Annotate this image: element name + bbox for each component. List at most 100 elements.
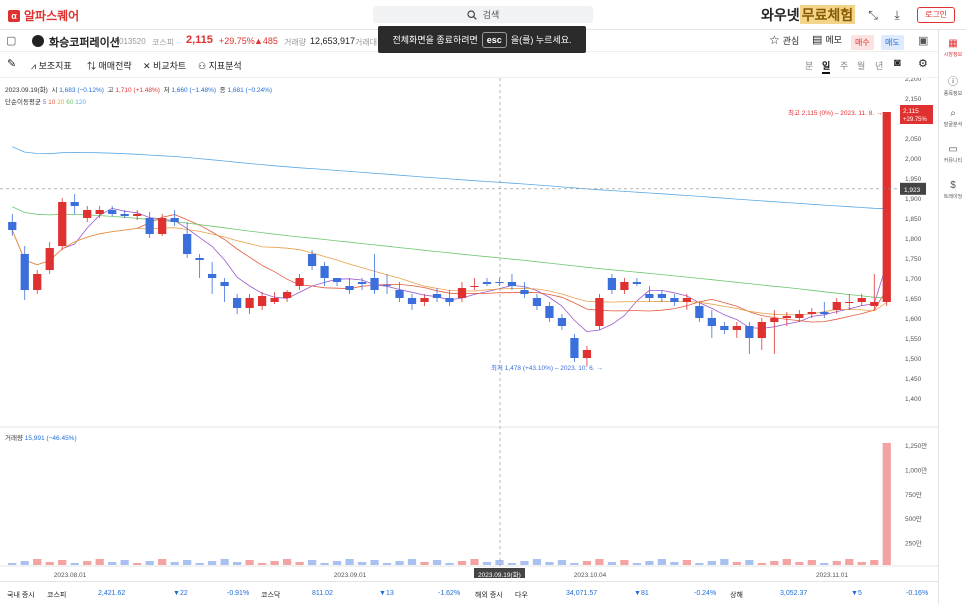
strategy-button[interactable]: ⇅ 매매전략 (87, 59, 132, 72)
volume-bar (770, 561, 779, 565)
toast-text-post: 을(를) 누르세요. (510, 35, 572, 45)
y-tick-label: 1,450 (905, 376, 922, 383)
low-annotation: 최저 1,478 (+43.10%) – 2023. 10. 6. → (491, 363, 603, 372)
index-name[interactable]: 코스닥 (261, 592, 281, 599)
volume-bar (482, 562, 492, 565)
candle-body (657, 294, 667, 298)
indicators-button[interactable]: ⩘ 보조지표 (31, 59, 72, 72)
volume-legend-value: 15,991 (−46.45%) (24, 435, 77, 442)
promo-banner[interactable]: 와우넷 무료체험 (761, 5, 856, 24)
candle-body (770, 318, 779, 322)
candle-body (457, 288, 467, 298)
alphasquare-logo-icon: α (8, 9, 20, 22)
info-icon: ⓘ (948, 77, 958, 88)
sell-button[interactable]: 매도 (881, 35, 904, 50)
sidebar-item-trading[interactable]: $ 트레이딩 (939, 180, 966, 200)
panel-toggle-icon[interactable]: ▣ (918, 35, 929, 47)
volume-bar (432, 560, 442, 565)
period-month[interactable]: 월 (857, 61, 866, 71)
settings-gear-icon[interactable]: ⚙ (918, 58, 928, 70)
volume-bar (83, 561, 92, 565)
fullscreen-exit-icon[interactable]: ⤡ (868, 8, 878, 22)
ma10-label: 10 (48, 99, 56, 106)
current-price-tag (900, 105, 933, 124)
volume-bar (557, 560, 567, 565)
ohlc-open: 1,683 (−0.12%) (59, 87, 104, 94)
candle-body (170, 218, 179, 222)
watch-button[interactable]: ☆ 관심 (769, 33, 799, 47)
volume-bar (70, 563, 79, 565)
volume-bar (757, 563, 766, 565)
analysis-button[interactable]: ⚇ 지표분석 (198, 59, 242, 72)
volume-bar (295, 562, 304, 565)
candle-body (807, 312, 816, 314)
candle-body (720, 326, 729, 330)
volume-bar (382, 563, 392, 565)
period-day[interactable]: 일 (822, 59, 831, 74)
stock-name[interactable]: 화승코퍼레이션 (49, 37, 120, 49)
sidebar-toggle-icon[interactable]: ▢ (6, 35, 17, 47)
candle-body (545, 306, 554, 318)
volume-bar (170, 562, 179, 565)
candle-body (595, 298, 604, 326)
sidebar-item-stock-info[interactable]: ⓘ 종목정보 (939, 73, 966, 97)
sidebar-item-label: 트레이딩 (943, 194, 963, 200)
memo-label: 메모 (825, 35, 842, 45)
volume-bar (745, 560, 754, 565)
memo-button[interactable]: ▤ 메모 (812, 33, 842, 46)
volume-bar (782, 559, 791, 565)
volume-bar (145, 561, 154, 565)
volume-bar (245, 560, 254, 565)
search-icon: ⌕ (950, 108, 956, 119)
brand[interactable]: α 알파스퀘어 (8, 7, 79, 24)
buy-button[interactable]: 매수 (851, 35, 874, 50)
x-tick-label: 2023.08.01 (54, 572, 87, 578)
ma60-label: 60 (66, 99, 74, 106)
stock-change-pct: +29.75% (219, 36, 255, 46)
volume-bar (232, 562, 242, 565)
index-name[interactable]: 다우 (515, 592, 528, 599)
volume-bar (657, 559, 667, 565)
candle-body (395, 290, 404, 298)
compare-button[interactable]: ✕ 비교차트 (143, 59, 186, 72)
y-tick-label: 1,900 (905, 196, 922, 203)
index-name[interactable]: 상해 (730, 592, 743, 599)
sidebar-item-discovery[interactable]: ⌕ 발굴분석 (939, 108, 966, 128)
login-button[interactable]: 로그인 (917, 7, 955, 23)
search-input[interactable]: 검색 (373, 6, 593, 23)
y-tick-label: 1,650 (905, 296, 922, 303)
period-year[interactable]: 년 (875, 61, 884, 71)
volume-tick-label: 1,000만 (905, 465, 927, 474)
volume-bar (307, 560, 317, 565)
candle-body (845, 302, 854, 303)
sidebar-item-community[interactable]: ▭ 커뮤니티 (939, 144, 966, 164)
index-pct: -0.91% (227, 590, 250, 597)
candle-body (495, 282, 504, 283)
promo-text: 와우넷 (761, 7, 800, 23)
volume-legend: 거래량 15,991 (−46.45%) (5, 432, 77, 442)
download-icon[interactable]: ⤓ (894, 8, 900, 22)
camera-icon[interactable]: ◙ (894, 57, 901, 69)
period-minute[interactable]: 분 (805, 61, 814, 71)
volume-bar (670, 562, 679, 565)
index-change: ▼5 (851, 590, 862, 597)
candle-body (870, 302, 879, 306)
index-name[interactable]: 코스피 (47, 592, 67, 599)
candle-body (732, 326, 741, 330)
candle-body (120, 214, 129, 216)
volume-bar (820, 563, 829, 565)
sidebar-item-market[interactable]: ▦ 시장정보 (939, 38, 966, 58)
candle-body (245, 298, 254, 308)
y-tick-label: 2,050 (905, 136, 922, 143)
chart-canvas: 2,2002,1502,1002,0502,0001,9501,9001,850… (0, 78, 938, 578)
volume-bar (632, 563, 642, 565)
draw-pencil-icon[interactable]: ✎ (7, 58, 17, 70)
ohlc-low-label: 저 (163, 87, 170, 94)
chart-icon: ▦ (948, 38, 958, 49)
period-week[interactable]: 주 (840, 61, 849, 71)
price-chart[interactable]: 2023.09.19(화) 시 1,683 (−0.12%) 고 1,710 (… (0, 78, 938, 578)
high-annotation: 최고 2,115 (0%) – 2023. 11. 8. → (788, 108, 882, 117)
index-change-value: 5 (857, 590, 862, 597)
candle-body (158, 218, 167, 234)
ma-legend[interactable]: 단순이동평균 5 10 20 60 120 (5, 96, 86, 106)
